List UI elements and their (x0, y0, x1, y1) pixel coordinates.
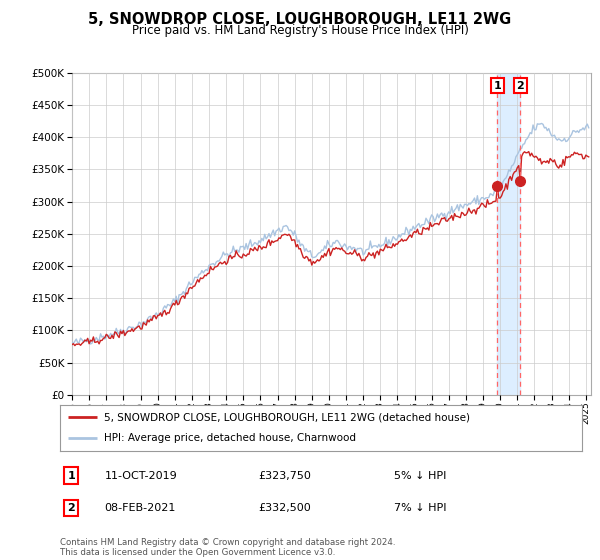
Text: £332,500: £332,500 (259, 503, 311, 513)
Text: 5, SNOWDROP CLOSE, LOUGHBOROUGH, LE11 2WG: 5, SNOWDROP CLOSE, LOUGHBOROUGH, LE11 2W… (88, 12, 512, 27)
Text: 5, SNOWDROP CLOSE, LOUGHBOROUGH, LE11 2WG (detached house): 5, SNOWDROP CLOSE, LOUGHBOROUGH, LE11 2W… (104, 412, 470, 422)
Text: £323,750: £323,750 (259, 470, 311, 480)
Text: 1: 1 (493, 81, 501, 91)
Text: 7% ↓ HPI: 7% ↓ HPI (394, 503, 446, 513)
Text: 11-OCT-2019: 11-OCT-2019 (104, 470, 177, 480)
Text: 1: 1 (68, 470, 76, 480)
Text: 08-FEB-2021: 08-FEB-2021 (104, 503, 176, 513)
Text: 2: 2 (517, 81, 524, 91)
Text: 2: 2 (68, 503, 76, 513)
Text: 5% ↓ HPI: 5% ↓ HPI (394, 470, 446, 480)
Text: HPI: Average price, detached house, Charnwood: HPI: Average price, detached house, Char… (104, 433, 356, 444)
Text: Price paid vs. HM Land Registry's House Price Index (HPI): Price paid vs. HM Land Registry's House … (131, 24, 469, 36)
Text: Contains HM Land Registry data © Crown copyright and database right 2024.
This d: Contains HM Land Registry data © Crown c… (60, 538, 395, 557)
Bar (497, 73, 520, 395)
